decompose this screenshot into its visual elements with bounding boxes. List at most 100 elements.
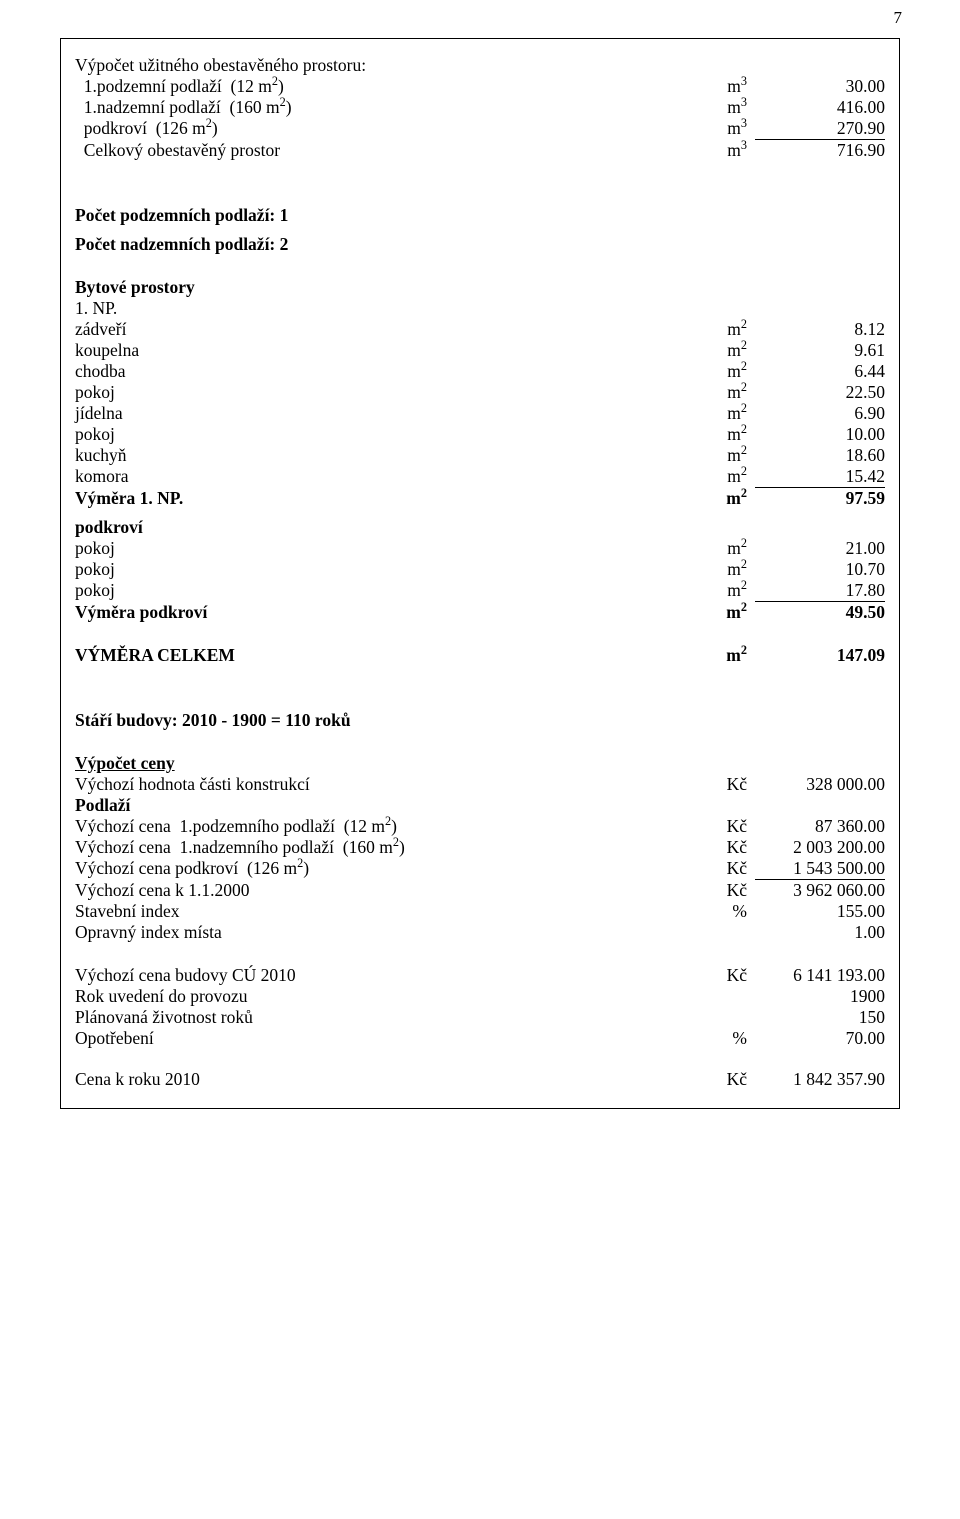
row-value: 10.70 <box>755 559 885 580</box>
row-value: 6 141 193.00 <box>755 965 885 986</box>
row-label: Rok uvedení do provozu <box>75 986 677 1007</box>
row-unit: m2 <box>677 361 755 382</box>
calc-row: Stavební index%155.00 <box>75 901 885 922</box>
content-box: Výpočet užitného obestavěného prostoru: … <box>60 38 900 1109</box>
row-label: Výchozí cena 1.nadzemního podlaží (160 m… <box>75 837 677 858</box>
row-value: 1 543 500.00 <box>755 858 885 880</box>
row-label: Cena k roku 2010 <box>75 1069 677 1090</box>
room-row: pokojm221.00 <box>75 538 885 559</box>
row-value: 21.00 <box>755 538 885 559</box>
underground-count: Počet podzemních podlaží: 1 <box>75 205 885 226</box>
row-unit: m2 <box>677 645 755 666</box>
row-label: Podlaží <box>75 795 677 816</box>
room-row: koupelnam29.61 <box>75 340 885 361</box>
row-value: 15.42 <box>755 466 885 488</box>
row-value: 6.44 <box>755 361 885 382</box>
calc-title: Výpočet ceny <box>75 753 885 774</box>
row-unit: m2 <box>677 580 755 601</box>
row-unit: Kč <box>677 816 755 837</box>
calc-row: Výchozí cena 1.podzemního podlaží (12 m2… <box>75 816 885 837</box>
room-row: pokojm210.00 <box>75 424 885 445</box>
row-value: 17.80 <box>755 580 885 602</box>
row-label: podkroví (126 m2) <box>75 118 677 139</box>
room-row: pokojm217.80 <box>75 580 885 602</box>
row-value: 30.00 <box>755 76 885 97</box>
page-number: 7 <box>894 8 903 28</box>
row-label: komora <box>75 466 677 487</box>
row-label: Stavební index <box>75 901 677 922</box>
row-label: VÝMĚRA CELKEM <box>75 645 677 666</box>
row-label: pokoj <box>75 559 677 580</box>
row-unit: Kč <box>677 774 755 795</box>
volume-row: Celkový obestavěný prostor m3 716.90 <box>75 140 885 161</box>
final-price-row: Cena k roku 2010 Kč 1 842 357.90 <box>75 1069 885 1090</box>
row-value: 87 360.00 <box>755 816 885 837</box>
row-unit: m3 <box>677 97 755 118</box>
volume-section: Výpočet užitného obestavěného prostoru: … <box>75 55 885 161</box>
room-row: jídelnam26.90 <box>75 403 885 424</box>
row-value: 270.90 <box>755 118 885 140</box>
row-value: 416.00 <box>755 97 885 118</box>
row-unit: m2 <box>677 445 755 466</box>
row-label: Celkový obestavěný prostor <box>75 140 677 161</box>
row-unit: m2 <box>677 319 755 340</box>
calc-row: Opotřebení%70.00 <box>75 1028 885 1049</box>
row-label: pokoj <box>75 538 677 559</box>
room-row: pokojm210.70 <box>75 559 885 580</box>
room-row: kuchyňm218.60 <box>75 445 885 466</box>
row-unit: m3 <box>677 140 755 161</box>
row-value: 1900 <box>755 986 885 1007</box>
row-value: 147.09 <box>755 645 885 666</box>
row-value: 9.61 <box>755 340 885 361</box>
row-label: jídelna <box>75 403 677 424</box>
row-label: Výchozí cena podkroví (126 m2) <box>75 858 677 879</box>
attic-label: podkroví <box>75 517 885 538</box>
attic-total-row: Výměra podkroví m2 49.50 <box>75 602 885 623</box>
row-unit: m3 <box>677 118 755 139</box>
row-label: chodba <box>75 361 677 382</box>
calc-row: Podlaží <box>75 795 885 816</box>
row-label: Plánovaná životnost roků <box>75 1007 677 1028</box>
calc-row: Výchozí cena budovy CÚ 2010Kč6 141 193.0… <box>75 965 885 986</box>
row-label: zádveří <box>75 319 677 340</box>
row-label: kuchyň <box>75 445 677 466</box>
row-value: 8.12 <box>755 319 885 340</box>
volume-row: 1.nadzemní podlaží (160 m2) m3 416.00 <box>75 97 885 118</box>
np-label: 1. NP. <box>75 298 885 319</box>
row-value: 6.90 <box>755 403 885 424</box>
row-label: pokoj <box>75 424 677 445</box>
row-value: 155.00 <box>755 901 885 922</box>
row-unit: Kč <box>677 880 755 901</box>
row-value: 49.50 <box>755 602 885 623</box>
calc-row: Výchozí cena k 1.1.2000Kč3 962 060.00 <box>75 880 885 901</box>
building-age: Stáří budovy: 2010 - 1900 = 110 roků <box>75 710 885 731</box>
row-unit: m2 <box>677 466 755 487</box>
row-label: Výchozí cena budovy CÚ 2010 <box>75 965 677 986</box>
row-unit: Kč <box>677 1069 755 1090</box>
row-unit: m2 <box>677 602 755 623</box>
rooms-title: Bytové prostory <box>75 277 885 298</box>
row-unit: Kč <box>677 837 755 858</box>
aboveground-count: Počet nadzemních podlaží: 2 <box>75 234 885 255</box>
row-unit: m2 <box>677 403 755 424</box>
row-value: 2 003 200.00 <box>755 837 885 858</box>
row-unit: m2 <box>677 340 755 361</box>
room-row: pokojm222.50 <box>75 382 885 403</box>
row-unit: Kč <box>677 965 755 986</box>
row-label: Výměra podkroví <box>75 602 677 623</box>
row-label: 1.podzemní podlaží (12 m2) <box>75 76 677 97</box>
row-label: 1.nadzemní podlaží (160 m2) <box>75 97 677 118</box>
row-value: 18.60 <box>755 445 885 466</box>
calc-row: Opravný index místa1.00 <box>75 922 885 943</box>
np-total-row: Výměra 1. NP. m2 97.59 <box>75 488 885 509</box>
row-unit: % <box>677 1028 755 1049</box>
room-row: chodbam26.44 <box>75 361 885 382</box>
row-value: 10.00 <box>755 424 885 445</box>
row-label: Výchozí cena k 1.1.2000 <box>75 880 677 901</box>
row-label: Opravný index místa <box>75 922 677 943</box>
row-label: Výchozí cena 1.podzemního podlaží (12 m2… <box>75 816 677 837</box>
volume-title: Výpočet užitného obestavěného prostoru: <box>75 55 885 76</box>
row-unit: m2 <box>677 382 755 403</box>
row-label: Opotřebení <box>75 1028 677 1049</box>
row-value: 1 842 357.90 <box>755 1069 885 1090</box>
